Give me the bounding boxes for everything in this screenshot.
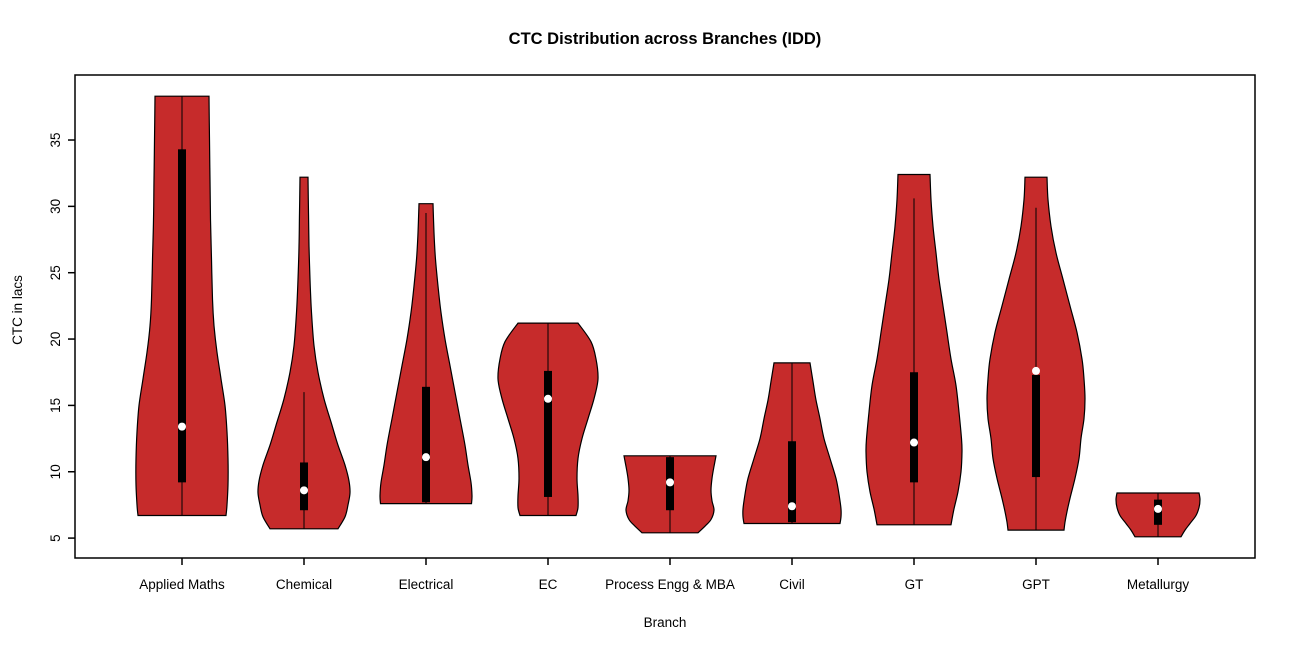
- y-tick-label: 20: [48, 332, 63, 347]
- median-dot-ec: [544, 394, 552, 403]
- x-tick-label-electrical: Electrical: [399, 577, 454, 592]
- x-tick-label-metallurgy: Metallurgy: [1127, 577, 1190, 592]
- plot-border: [74, 74, 1256, 559]
- iqr-box-ec: [544, 370, 552, 497]
- iqr-box-gt: [910, 372, 918, 483]
- median-dot-chemical: [300, 486, 308, 495]
- median-dot-applied-maths: [178, 422, 186, 431]
- x-tick-label-applied-maths: Applied Maths: [139, 577, 225, 592]
- x-tick-label-process-engg-mba: Process Engg & MBA: [605, 577, 735, 592]
- y-tick-label: 30: [48, 199, 63, 214]
- median-dot-electrical: [422, 453, 430, 462]
- y-axis-label: CTC in lacs: [10, 275, 25, 345]
- x-axis-label: Branch: [644, 615, 687, 630]
- x-tick-label-gt: GT: [905, 577, 924, 592]
- violins-group: [135, 95, 1201, 538]
- x-tick-label-chemical: Chemical: [276, 577, 332, 592]
- y-axis: 5 10 15 20 25 30 35: [48, 132, 75, 542]
- median-dot-gpt: [1032, 366, 1040, 375]
- x-axis: Applied Maths Chemical Electrical EC Process…: [139, 558, 1189, 592]
- median-dot-civil: [788, 502, 796, 511]
- median-dot-metallurgy: [1154, 504, 1162, 513]
- y-tick-label: 5: [48, 534, 63, 542]
- iqr-box-gpt: [1032, 374, 1040, 478]
- median-dot-process-engg-mba: [666, 478, 674, 487]
- iqr-box-civil: [788, 441, 796, 523]
- violin-chemical: [257, 176, 351, 530]
- iqr-box-electrical: [422, 386, 430, 503]
- y-tick-label: 10: [48, 464, 63, 479]
- x-tick-label-ec: EC: [539, 577, 558, 592]
- median-dot-gt: [910, 438, 918, 447]
- y-tick-label: 35: [48, 132, 63, 147]
- y-tick-label: 25: [48, 265, 63, 280]
- x-tick-label-civil: Civil: [779, 577, 805, 592]
- iqr-box-applied-maths: [178, 149, 186, 483]
- chart-title: CTC Distribution across Branches (IDD): [509, 30, 822, 48]
- y-tick-label: 15: [48, 398, 63, 413]
- x-tick-label-gpt: GPT: [1022, 577, 1050, 592]
